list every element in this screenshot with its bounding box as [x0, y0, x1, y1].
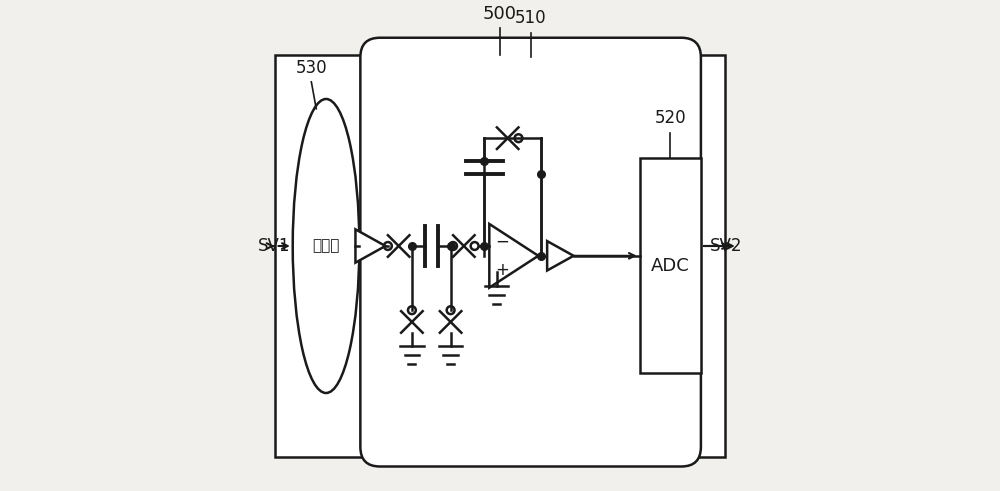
Text: 500: 500: [483, 5, 517, 23]
Text: ADC: ADC: [651, 257, 690, 274]
Polygon shape: [489, 224, 538, 288]
FancyBboxPatch shape: [360, 38, 701, 466]
Polygon shape: [355, 229, 385, 263]
Text: −: −: [495, 232, 509, 250]
Text: SV2: SV2: [710, 237, 743, 255]
Polygon shape: [547, 241, 574, 271]
Text: 530: 530: [296, 59, 327, 77]
Text: +: +: [495, 261, 509, 279]
Text: 510: 510: [515, 9, 546, 27]
Text: 滤波器: 滤波器: [312, 239, 340, 253]
Text: 520: 520: [654, 109, 686, 127]
FancyBboxPatch shape: [275, 55, 725, 457]
Ellipse shape: [293, 99, 359, 393]
FancyBboxPatch shape: [640, 158, 701, 373]
Text: SV1: SV1: [257, 237, 290, 255]
